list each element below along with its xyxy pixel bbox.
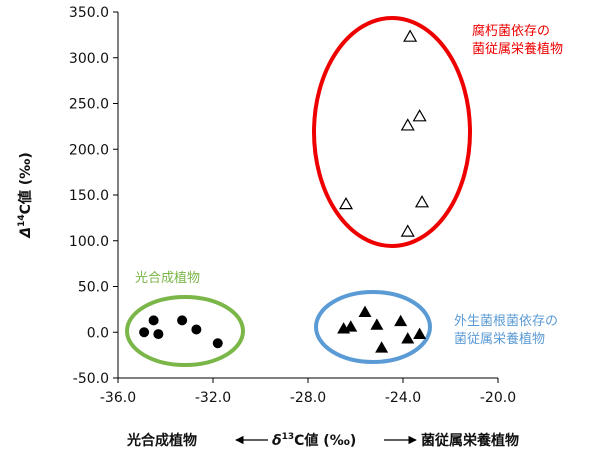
y-tick-label: 250.0 (69, 97, 109, 113)
data-point-filled-triangle (370, 318, 384, 330)
data-point-open-triangle (403, 29, 418, 42)
y-axis-label: Δ14C値 (‰) (17, 152, 34, 238)
annotation-ectomycorrhizal-line1: 外生菌根菌依存の (454, 314, 558, 329)
y-tick-label: 0.0 (87, 325, 109, 341)
y-tick-label: 100.0 (69, 234, 109, 250)
data-point-filled-triangle (401, 332, 415, 344)
y-tick-label: 200.0 (69, 142, 109, 158)
x-axis-label-right: 菌従属栄養植物 (421, 432, 519, 449)
annotation-photosynthetic: 光合成植物 (135, 271, 200, 286)
data-point-open-triangle (338, 196, 354, 210)
data-point-open-triangle (414, 195, 430, 208)
annotation-saprotroph-line1: 腐朽菌依存の (472, 24, 550, 39)
x-tick-label: -32.0 (195, 390, 231, 406)
data-point-filled-triangle (394, 314, 408, 327)
y-tick-label: -50.0 (73, 371, 109, 387)
x-axis-label-center: δ13C値 (‰) (272, 432, 356, 449)
data-point-open-triangle (400, 118, 415, 131)
data-point-filled-triangle (344, 320, 358, 332)
ellipse-saprotroph-group (312, 16, 472, 248)
data-point-circle (212, 338, 223, 349)
annotation-ectomycorrhizal-line2: 菌従属栄養植物 (454, 331, 545, 347)
data-point-circle (148, 315, 159, 326)
y-ticks: -50.0 0.0 50.0 100.0 150.0 200.0 250.0 300.0 350… (69, 5, 118, 387)
x-tick-label: -20.0 (480, 390, 516, 406)
data-point-circle (191, 324, 202, 335)
y-tick-label: 300.0 (69, 51, 109, 67)
x-tick-label: -36.0 (100, 390, 136, 406)
y-tick-label: 150.0 (69, 188, 109, 204)
data-point-circle (177, 315, 188, 326)
x-axis-label-left: 光合成植物 (126, 432, 197, 449)
ellipse-ectomycorrhizal-group (314, 290, 432, 364)
annotation-saprotroph-line2: 菌従属栄養植物 (472, 41, 563, 57)
data-point-filled-triangle (358, 305, 372, 317)
ellipse-photosynthetic-group (125, 295, 245, 367)
data-points (139, 29, 430, 353)
y-tick-label: 50.0 (78, 280, 109, 296)
x-tick-label: -24.0 (385, 390, 421, 406)
y-tick-label: 350.0 (69, 5, 109, 21)
data-point-filled-triangle (375, 341, 389, 353)
data-point-open-triangle (412, 109, 427, 122)
x-tick-label: -28.0 (290, 390, 326, 406)
x-ticks: -36.0 -32.0 -28.0 -24.0 -20.0 (100, 378, 516, 406)
data-point-filled-triangle (413, 327, 427, 339)
data-point-circle (139, 327, 150, 338)
data-point-circle (153, 329, 164, 340)
data-point-open-triangle (400, 224, 415, 237)
